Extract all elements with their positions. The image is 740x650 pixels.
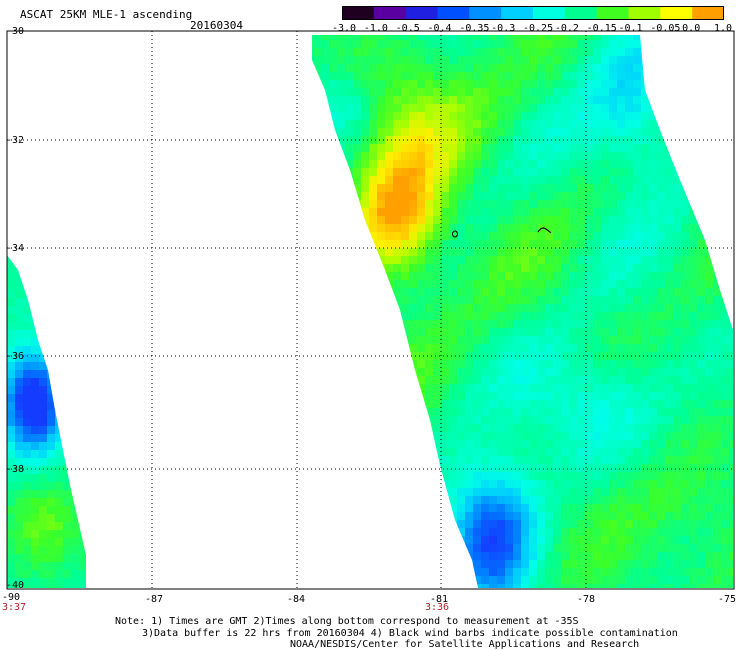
colorbar (342, 5, 725, 20)
colorbar-label: 0.0 (682, 23, 701, 34)
lon-tick: -90 (2, 592, 21, 603)
colorbar-segment (342, 6, 375, 20)
colorbar-segment (660, 6, 693, 20)
product-date: 20160304 (190, 19, 243, 32)
colorbar-segment (373, 6, 407, 20)
colorbar-label: -3.0 (332, 23, 357, 34)
colorbar-label: 1.0 (714, 23, 733, 34)
colorbar-label: -0.25 (523, 23, 554, 34)
colorbar-segment (628, 6, 661, 20)
lon-tick: -84 (287, 594, 306, 605)
colorbar-label: -0.2 (554, 23, 579, 34)
note-line-1: Note: 1) Times are GMT 2)Times along bot… (115, 616, 579, 627)
colorbar-segment (469, 6, 502, 20)
colorbar-segment (437, 6, 470, 20)
lon-tick: -78 (577, 594, 596, 605)
lon-tick: -87 (145, 594, 164, 605)
product-title: ASCAT 25KM MLE-1 ascending (20, 8, 193, 21)
colorbar-label: -0.05 (650, 23, 681, 34)
colorbar-label: -0.3 (491, 23, 516, 34)
lat-tick: -30 (6, 26, 25, 37)
colorbar-gradient (342, 6, 725, 20)
colorbar-label: -0.5 (395, 23, 420, 34)
colorbar-segment (596, 6, 630, 20)
colorbar-segment (692, 6, 725, 20)
note-line-2: 3)Data buffer is 22 hrs from 20160304 4)… (142, 628, 678, 639)
lat-tick: -34 (6, 243, 25, 254)
lat-tick: -40 (6, 580, 25, 591)
swath-time-left: 3:37 (2, 602, 27, 613)
swath-time-right: 3:36 (425, 602, 450, 613)
colorbar-segment (564, 6, 598, 20)
colorbar-labels: -3.0 -1.0 -0.5 -0.4 -0.35 -0.3 -0.25 -0.2 -0.15-… (332, 23, 732, 35)
colorbar-label: -0.1 (618, 23, 643, 34)
island-outline (537, 227, 552, 234)
note-line-3: NOAA/NESDIS/Center for Satellite Applica… (290, 639, 640, 650)
island-outline (452, 230, 458, 238)
lon-tick: -75 (718, 594, 737, 605)
colorbar-label: -0.4 (427, 23, 452, 34)
lat-tick: -36 (6, 351, 25, 362)
colorbar-segment (405, 6, 439, 20)
colorbar-segment (501, 6, 534, 20)
lat-tick: -38 (6, 464, 25, 475)
map-frame (6, 30, 735, 590)
lon-tick: -81 (430, 594, 449, 605)
colorbar-label: -0.15 (586, 23, 617, 34)
colorbar-segment (533, 6, 566, 20)
swath-right (312, 35, 733, 588)
colorbar-label: -0.35 (459, 23, 490, 34)
swath-left (7, 255, 86, 588)
colorbar-label: -1.0 (363, 23, 388, 34)
lat-tick: -32 (6, 135, 25, 146)
